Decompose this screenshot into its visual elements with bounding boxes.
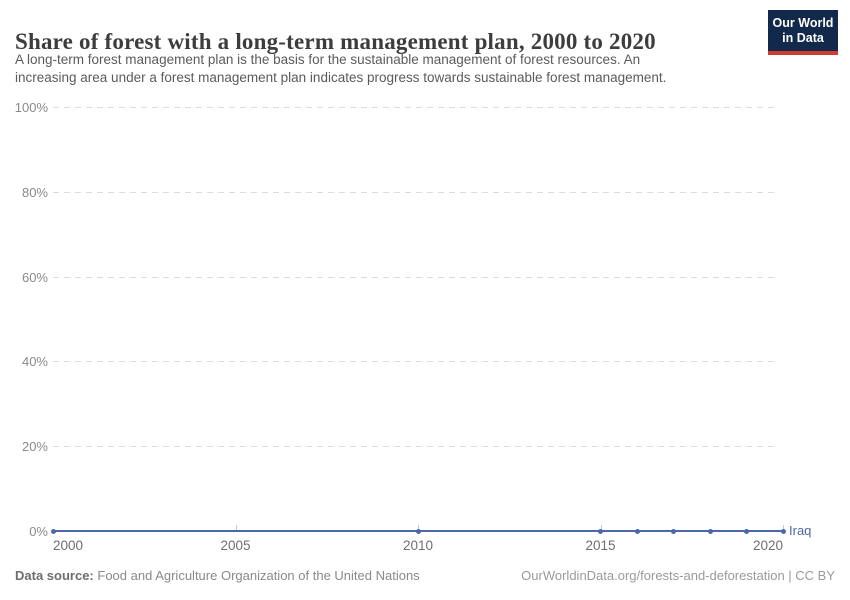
data-point-iraq-2000: [50, 528, 56, 534]
owid-logo: Our World in Data: [768, 10, 838, 55]
gridline-80: [53, 191, 778, 193]
datasource-text: Food and Agriculture Organization of the…: [97, 568, 420, 583]
gridline-60: [53, 276, 778, 278]
owid-logo-line1: Our World: [772, 15, 834, 30]
data-point-iraq-2020: [780, 528, 786, 534]
series-end-label-iraq: Iraq: [789, 523, 812, 538]
chart-footer: Data source: Food and Agriculture Organi…: [15, 568, 835, 583]
x-axis-label-2005: 2005: [220, 538, 251, 553]
y-axis-label-100: 100%: [14, 100, 48, 115]
x-axis-label-2015: 2015: [585, 538, 616, 553]
data-point-iraq-2015: [598, 528, 603, 534]
gridline-100: [53, 107, 778, 108]
x-axis-label-2000: 2000: [53, 538, 84, 553]
data-point-iraq-2019: [744, 528, 749, 534]
gridline-40: [53, 361, 778, 363]
x-axis-label-2020: 2020: [752, 538, 783, 553]
y-axis-label-0: 0%: [29, 524, 48, 539]
x-tick-2005: [235, 525, 237, 532]
chart-subtitle: A long-term forest management plan is th…: [15, 51, 735, 87]
data-point-iraq-2010: [415, 528, 421, 534]
chart-subtitle-line2: increasing area under a forest managemen…: [15, 70, 667, 85]
footer-datasource: Data source: Food and Agriculture Organi…: [15, 568, 420, 583]
y-axis-label-40: 40%: [21, 354, 48, 370]
gridline-20: [53, 446, 778, 448]
x-axis-label-2010: 2010: [402, 538, 434, 553]
y-axis-label-80: 80%: [21, 184, 48, 200]
data-point-iraq-2018: [707, 528, 713, 534]
y-axis-label-20: 20%: [21, 439, 48, 455]
chart-subtitle-line1: A long-term forest management plan is th…: [15, 52, 641, 67]
chart-title: Share of forest with a long-term managem…: [15, 29, 656, 55]
data-point-iraq-2016: [634, 528, 640, 534]
datasource-label: Data source:: [15, 568, 94, 583]
y-axis-label-60: 60%: [21, 269, 48, 285]
data-point-iraq-2017: [671, 528, 676, 534]
footer-attribution: OurWorldinData.org/forests-and-deforesta…: [521, 568, 835, 583]
owid-logo-line2: in Data: [782, 30, 824, 45]
